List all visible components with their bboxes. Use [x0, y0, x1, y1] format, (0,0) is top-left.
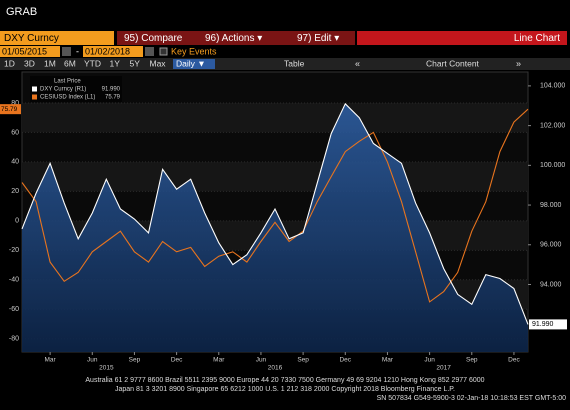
last-value-tag: [529, 319, 567, 330]
year-label: 2015: [99, 365, 114, 372]
y2-tick-label: 100.000: [540, 162, 565, 169]
x-tick-label: Jun: [256, 357, 267, 364]
range-button[interactable]: 6M: [64, 58, 76, 68]
y2-tick-label: 98.000: [540, 202, 562, 209]
y-tick-label: -60: [9, 306, 19, 313]
range-button[interactable]: 5Y: [130, 58, 141, 68]
menu-bar: [117, 31, 355, 45]
legend-swatch: [32, 86, 37, 92]
chart-type-box[interactable]: [357, 31, 567, 45]
expand-icon[interactable]: »: [516, 58, 521, 68]
legend-entry: DXY Curncy (R1): [40, 87, 86, 93]
period-box[interactable]: [173, 59, 215, 69]
last-value: 75.79: [1, 106, 18, 113]
legend-swatch: [32, 94, 37, 100]
table[interactable]: Table: [284, 58, 305, 68]
end-date-box[interactable]: [83, 46, 143, 57]
band: [22, 102, 528, 133]
line: [21, 102, 529, 325]
start-date-box[interactable]: [0, 46, 60, 57]
legend-title: Last Price: [54, 79, 81, 85]
period[interactable]: Daily ▼: [176, 58, 206, 68]
compare[interactable]: 95) Compare: [124, 33, 183, 44]
line: [21, 108, 529, 303]
security-box[interactable]: [0, 31, 114, 45]
x-tick-label: Mar: [45, 357, 57, 364]
collapse-icon[interactable]: «: [355, 58, 360, 68]
range-button[interactable]: 1Y: [110, 58, 121, 68]
y2-tick-label: 102.000: [540, 122, 565, 129]
legend-entry: CESIUSD Index (L1): [40, 95, 95, 101]
y2-tick-label: 104.000: [540, 83, 565, 90]
chart-content[interactable]: Chart Content: [426, 58, 480, 68]
x-tick-label: Jun: [87, 357, 98, 364]
y2-tick-label: 94.000: [540, 281, 562, 288]
date-sep: -: [76, 46, 79, 56]
chart-type[interactable]: Line Chart: [514, 33, 560, 44]
security[interactable]: DXY Curncy: [4, 33, 59, 44]
x-tick-label: Sep: [297, 357, 309, 364]
end-date[interactable]: 01/02/2018: [85, 46, 130, 56]
range-bar: [0, 58, 570, 70]
footer-line: Japan 81 3 3201 8900 Singapore 65 6212 1…: [115, 386, 455, 393]
calendar-icon[interactable]: [62, 47, 71, 56]
y-tick-label: -40: [9, 277, 19, 284]
year-label: 2017: [436, 365, 451, 372]
x-tick-label: Dec: [339, 357, 351, 364]
range-button[interactable]: 1D: [4, 58, 15, 68]
y-tick-label: 40: [11, 159, 19, 166]
checkbox[interactable]: [159, 47, 168, 56]
x-tick-label: Sep: [129, 357, 141, 364]
year-label: 2016: [268, 365, 283, 372]
last-value-tag: [0, 104, 21, 115]
x-tick-label: Mar: [382, 357, 394, 364]
key-events[interactable]: Key Events: [171, 46, 217, 56]
edit[interactable]: 97) Edit ▾: [297, 33, 339, 44]
range-button[interactable]: 1M: [44, 58, 56, 68]
legend-box: [30, 76, 122, 102]
footer-line: Australia 61 2 9777 8600 Brazil 5511 239…: [85, 377, 484, 384]
legend-value: 91.990: [102, 87, 121, 93]
band: [22, 161, 528, 192]
legend-value: 75.79: [105, 95, 121, 101]
start-date[interactable]: 01/05/2015: [2, 46, 47, 56]
area: [22, 103, 528, 352]
y-tick-label: -20: [9, 247, 19, 254]
range-button[interactable]: YTD: [84, 58, 101, 68]
y-tick-label: 60: [11, 129, 19, 136]
actions[interactable]: 96) Actions ▾: [205, 33, 262, 44]
x-tick-label: Jun: [424, 357, 435, 364]
x-tick-label: Mar: [213, 357, 225, 364]
y-tick-label: 80: [11, 100, 19, 107]
x-tick-label: Dec: [171, 357, 183, 364]
y2-tick-label: 96.000: [540, 242, 562, 249]
y-tick-label: 20: [11, 188, 19, 195]
last-value: 91.990: [532, 321, 554, 328]
range-button[interactable]: Max: [150, 58, 167, 68]
footer-line: SN 507834 G549-5900-3 02-Jan-18 10:18:53…: [377, 395, 566, 402]
window-title: GRAB: [6, 6, 37, 18]
x-tick-label: Sep: [466, 357, 478, 364]
calendar-icon[interactable]: [145, 47, 154, 56]
y-tick-label: 0: [15, 218, 19, 225]
range-button[interactable]: 3D: [24, 58, 35, 68]
x-tick-label: Dec: [508, 357, 520, 364]
y-tick-label: -80: [9, 336, 19, 343]
